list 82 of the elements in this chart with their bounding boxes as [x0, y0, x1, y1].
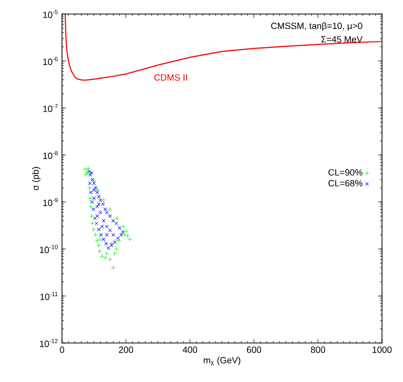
point: [82, 166, 88, 172]
legend-label: CL=68%: [328, 180, 362, 186]
point: [114, 216, 120, 221]
point: [88, 172, 92, 177]
point: [121, 230, 125, 234]
point: [100, 254, 104, 259]
series-label: CDMS II: [154, 74, 187, 81]
point: [103, 207, 108, 212]
point: [108, 256, 112, 262]
point: [114, 246, 119, 252]
point: [104, 210, 109, 214]
point: [102, 255, 108, 260]
legend-label: CL=90%: [328, 169, 362, 176]
y-tick-label: 10$^{-12}$: [40, 338, 58, 348]
y-tick-label: 10$^{-5}$: [43, 10, 58, 18]
x-tick-label: 200: [118, 346, 134, 353]
point: [108, 214, 112, 218]
point: [106, 246, 110, 250]
point: [94, 222, 98, 226]
x-tick-label: 1000: [372, 346, 392, 353]
point: [88, 214, 94, 219]
point: [95, 204, 100, 208]
point: [104, 251, 110, 256]
point: [101, 202, 105, 206]
y-tick-label: 10$^{-9}$: [43, 198, 58, 206]
point: [90, 227, 96, 232]
point: [108, 228, 112, 232]
point: [116, 236, 120, 240]
y-tick-label: 10$^{-10}$: [40, 244, 58, 254]
point: [93, 232, 98, 238]
point: [104, 233, 109, 237]
x-tick-label: 400: [182, 346, 198, 353]
point: [90, 170, 94, 175]
point: [114, 222, 118, 226]
point: [95, 188, 100, 192]
y-tick-label: 10$^{-6}$: [43, 56, 58, 66]
point: [90, 200, 94, 204]
point: [111, 218, 116, 223]
point: [88, 196, 93, 201]
point: [97, 228, 101, 232]
y-tick-label: 10$^{-7}$: [43, 104, 58, 112]
point: [118, 226, 122, 230]
point: [111, 233, 116, 237]
point: [99, 233, 103, 237]
point: [102, 218, 106, 223]
y-axis-title: σ (pb): [32, 167, 40, 190]
point: [88, 204, 94, 210]
point: [93, 216, 97, 220]
point: [108, 206, 112, 212]
point: [87, 185, 92, 190]
point: [95, 214, 100, 218]
point: [127, 236, 132, 242]
point: [87, 170, 91, 174]
point: [97, 248, 102, 254]
point: [104, 242, 108, 246]
point: [98, 210, 102, 214]
point: [92, 207, 96, 212]
point: [88, 181, 92, 186]
annotation: CMSSM, tanβ=10, μ>0: [271, 22, 362, 31]
point: [119, 233, 124, 237]
point: [97, 202, 101, 206]
y-tick-label: 10$^{-11}$: [40, 292, 58, 300]
point: [88, 190, 93, 194]
point: [110, 265, 116, 270]
x-axis-title: m$_{χ}$ (GeV): [204, 356, 240, 366]
point: [116, 238, 122, 244]
point: [92, 181, 96, 186]
point: [102, 238, 106, 242]
point: [113, 240, 117, 244]
x-tick-label: 600: [246, 346, 262, 353]
line-series: [64, 14, 382, 81]
y-tick-label: 10$^{-8}$: [43, 150, 58, 160]
point: [90, 220, 95, 226]
x-tick-label: 800: [310, 346, 326, 353]
point: [101, 198, 106, 203]
point: [98, 236, 103, 242]
annotation: Σ=45 MeV: [321, 36, 363, 43]
point: [98, 198, 102, 202]
point: [95, 190, 100, 194]
point: [125, 233, 130, 238]
x-tick-label: 0: [60, 346, 64, 353]
point: [112, 251, 118, 256]
